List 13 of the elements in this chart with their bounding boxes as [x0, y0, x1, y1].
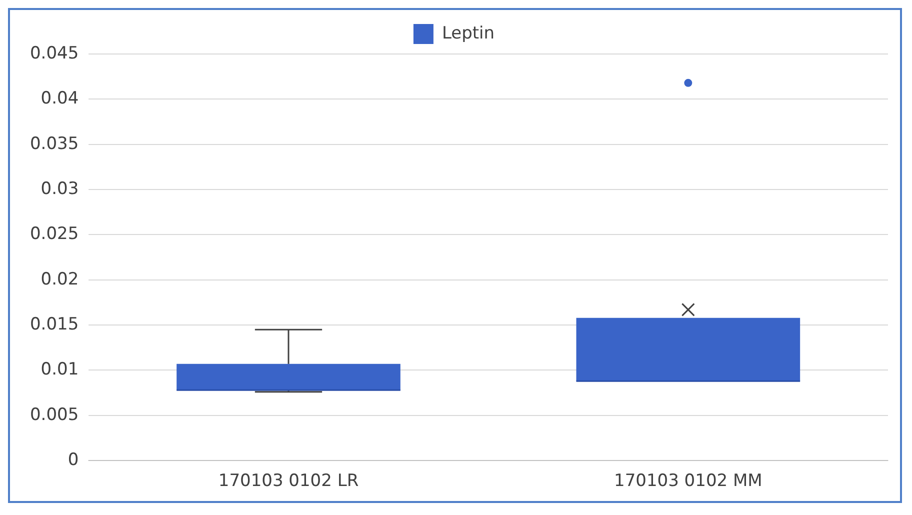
y-tick-label: 0.02	[40, 269, 79, 290]
y-tick-label: 0.045	[30, 43, 79, 64]
x-tick-label: 170103 0102 LR	[218, 471, 359, 492]
y-tick-label: 0	[68, 450, 79, 470]
y-tick-label: 0.01	[40, 360, 79, 380]
y-tick-label: 0.04	[40, 88, 79, 109]
y-tick-label: 0.035	[30, 134, 79, 154]
y-tick-label: 0.025	[30, 224, 79, 244]
x-tick-label: 170103 0102 MM	[614, 471, 762, 492]
y-tick-label: 0.03	[40, 178, 79, 199]
y-tick-label: 0.005	[30, 404, 79, 425]
y-tick-label: 0.015	[30, 314, 79, 334]
legend-label: Leptin	[442, 23, 495, 44]
